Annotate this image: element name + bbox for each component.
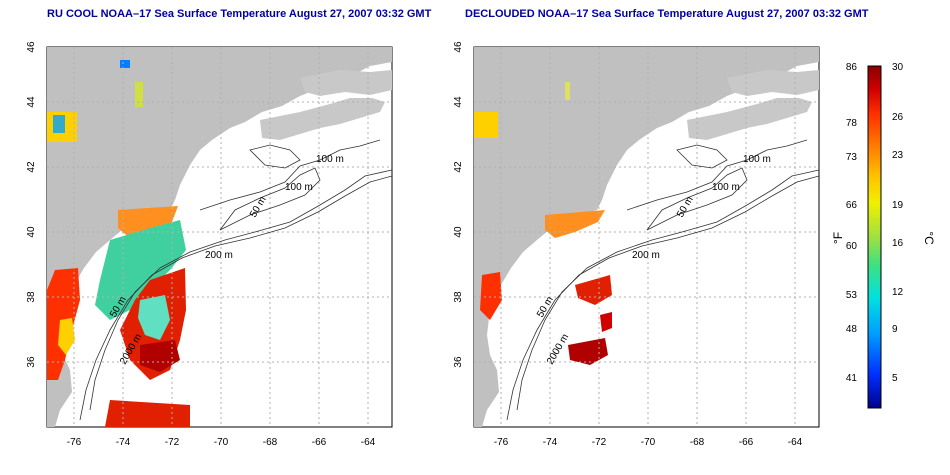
c-tick-label: 16 [892,238,904,249]
right-panel-title: DECLOUDED NOAA–17 Sea Surface Temperatur… [465,8,869,20]
x-tick-label: -70 [214,437,229,448]
contour-label: 100 m [743,154,771,165]
x-tick-label: -66 [312,437,327,448]
contour-label: 100 m [316,154,344,165]
right-x-axis: -76 -74 -72 -70 -68 -66 -64 [494,437,803,448]
left-sst-data [47,60,190,427]
y-tick-label: 36 [453,356,464,368]
f-tick-label: 73 [846,152,858,163]
x-tick-label: -64 [788,437,803,448]
right-map-panel: 100 m 100 m 50 m 200 m 50 m 2000 m -76 -… [453,41,820,448]
colorbar-fahrenheit-ticks: 86 78 73 66 60 53 48 41 [846,62,858,384]
f-tick-label: 66 [846,200,858,211]
y-tick-label: 38 [453,291,464,303]
x-tick-label: -72 [165,437,180,448]
left-land-mask [47,47,392,427]
right-y-axis: 36 38 40 42 44 46 [453,41,464,368]
c-tick-label: 5 [892,373,898,384]
y-tick-label: 46 [453,41,464,53]
temperature-colorbar: 86 78 73 66 60 53 48 41 30 26 23 19 16 1… [831,62,936,409]
c-tick-label: 23 [892,150,904,161]
c-tick-label: 12 [892,287,904,298]
y-tick-label: 40 [26,226,37,238]
right-land-mask [474,47,819,427]
contour-label: 100 m [285,182,313,193]
f-tick-label: 86 [846,62,858,73]
contour-label: 200 m [205,250,233,261]
left-bathymetry-contours [79,139,393,421]
c-tick-label: 26 [892,112,904,123]
f-tick-label: 53 [846,290,858,301]
x-tick-label: -70 [641,437,656,448]
f-tick-label: 60 [846,241,858,252]
y-tick-label: 42 [453,161,464,173]
colorbar-celsius-ticks: 30 26 23 19 16 12 9 5 [892,62,904,384]
x-tick-label: -68 [263,437,278,448]
colorbar-gradient [867,65,882,409]
right-grid [474,47,819,427]
fahrenheit-unit-label: °F [831,232,845,244]
left-y-axis: 36 38 40 42 44 46 [26,41,37,368]
left-grid [47,47,392,427]
celsius-unit-label: °C [922,231,936,245]
c-tick-label: 9 [892,324,898,335]
c-tick-label: 19 [892,200,904,211]
f-tick-label: 78 [846,118,858,129]
contour-label: 200 m [632,250,660,261]
x-tick-label: -74 [116,437,131,448]
x-tick-label: -64 [361,437,376,448]
y-tick-label: 46 [26,41,37,53]
y-tick-label: 40 [453,226,464,238]
y-tick-label: 44 [26,96,37,108]
f-tick-label: 41 [846,373,858,384]
contour-label: 100 m [712,182,740,193]
c-tick-label: 30 [892,62,904,73]
x-tick-label: -68 [690,437,705,448]
y-tick-label: 42 [26,161,37,173]
left-map-panel: 100 m 100 m 50 m 200 m 50 m 2000 m -76 -… [26,41,393,448]
y-tick-label: 36 [26,356,37,368]
y-tick-label: 44 [453,96,464,108]
x-tick-label: -74 [543,437,558,448]
left-panel-title: RU COOL NOAA–17 Sea Surface Temperature … [47,8,432,20]
y-tick-label: 38 [26,291,37,303]
left-x-axis: -76 -74 -72 -70 -68 -66 -64 [67,437,376,448]
x-tick-label: -76 [494,437,509,448]
x-tick-label: -66 [739,437,754,448]
x-tick-label: -76 [67,437,82,448]
right-bathymetry-contours [506,139,820,421]
x-tick-label: -72 [592,437,607,448]
f-tick-label: 48 [846,324,858,335]
